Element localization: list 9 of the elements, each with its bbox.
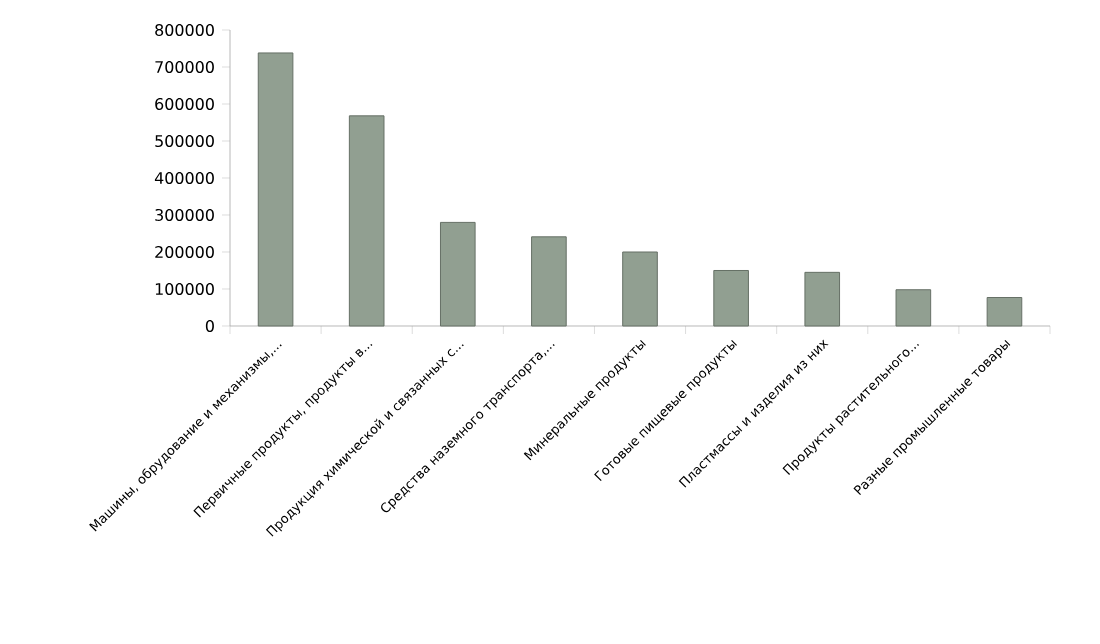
bar — [257, 52, 294, 327]
bar — [439, 221, 476, 327]
bar — [622, 251, 658, 327]
bar — [531, 236, 567, 327]
bar — [713, 270, 749, 327]
bar — [804, 271, 841, 327]
bar — [348, 115, 385, 327]
bar — [986, 297, 1023, 327]
bar — [895, 289, 932, 327]
